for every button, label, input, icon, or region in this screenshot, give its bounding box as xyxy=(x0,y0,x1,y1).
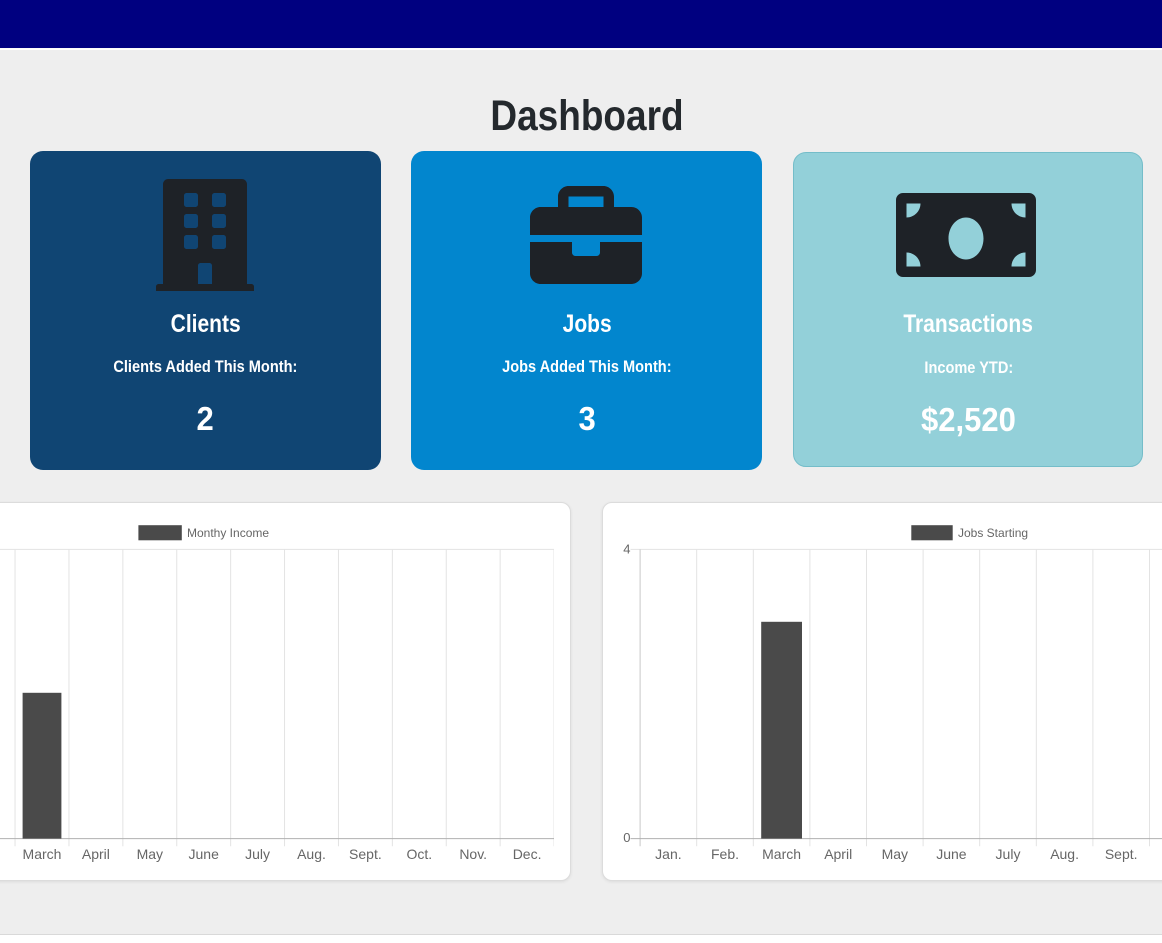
svg-text:4: 4 xyxy=(623,541,630,556)
svg-text:Aug.: Aug. xyxy=(1050,846,1079,862)
svg-text:Feb.: Feb. xyxy=(710,846,738,862)
svg-text:June: June xyxy=(189,846,220,862)
svg-text:June: June xyxy=(936,846,967,862)
svg-text:Sept.: Sept. xyxy=(349,846,382,862)
svg-text:Monthy Income: Monthy Income xyxy=(187,526,269,540)
svg-text:Sept.: Sept. xyxy=(1104,846,1137,862)
svg-text:July: July xyxy=(995,846,1020,862)
svg-text:July: July xyxy=(245,846,270,862)
svg-text:Dec.: Dec. xyxy=(513,846,542,862)
svg-text:Nov.: Nov. xyxy=(460,846,488,862)
svg-text:May: May xyxy=(137,846,163,862)
svg-text:March: March xyxy=(762,846,801,862)
svg-text:0: 0 xyxy=(623,830,630,845)
svg-text:May: May xyxy=(881,846,907,862)
svg-text:Oct.: Oct. xyxy=(407,846,433,862)
svg-text:Jobs Starting: Jobs Starting xyxy=(958,526,1028,540)
svg-text:April: April xyxy=(824,846,852,862)
svg-text:April: April xyxy=(82,846,110,862)
svg-text:March: March xyxy=(23,846,62,862)
svg-text:Aug.: Aug. xyxy=(297,846,326,862)
svg-text:Jan.: Jan. xyxy=(655,846,681,862)
